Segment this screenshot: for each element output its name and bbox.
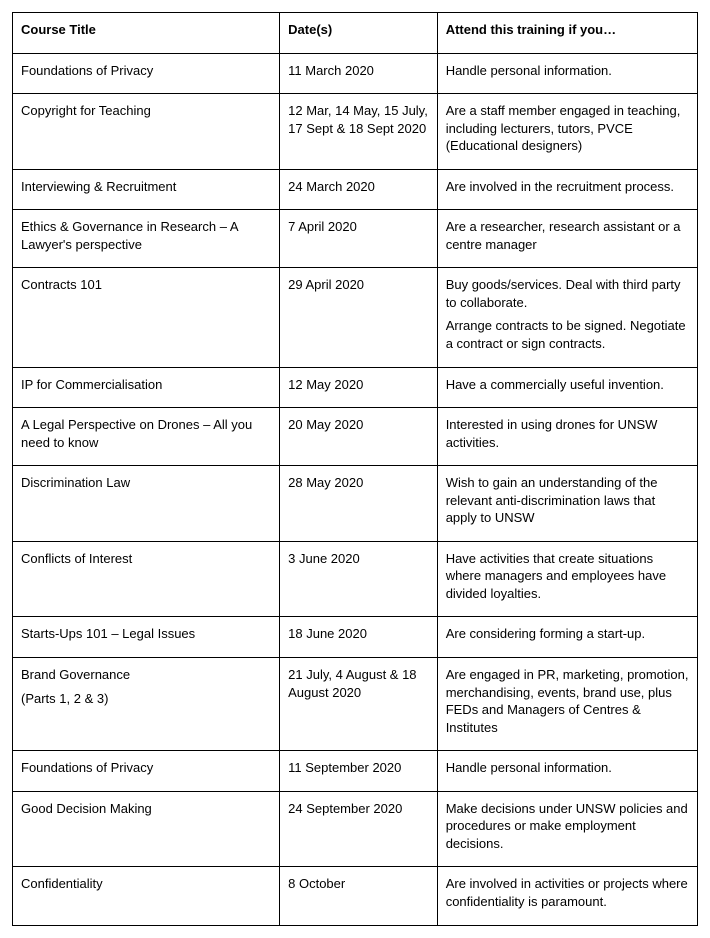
course-title-text: IP for Commercialisation bbox=[21, 376, 271, 394]
cell-dates: 20 May 2020 bbox=[280, 408, 438, 466]
table-row: Copyright for Teaching 12 Mar, 14 May, 15… bbox=[13, 94, 698, 170]
cell-dates: 8 October bbox=[280, 867, 438, 925]
cell-dates: 24 March 2020 bbox=[280, 169, 438, 210]
table-row: Brand Governance (Parts 1, 2 & 3) 21 July,… bbox=[13, 658, 698, 751]
table-row: Ethics & Governance in Research – A Lawy… bbox=[13, 210, 698, 268]
cell-attend: Have a commercially useful invention. bbox=[437, 367, 697, 408]
cell-course-title: Conflicts of Interest bbox=[13, 541, 280, 617]
table-row: Interviewing & Recruitment 24 March 2020 A… bbox=[13, 169, 698, 210]
cell-course-title: Contracts 101 bbox=[13, 268, 280, 367]
cell-attend: Are considering forming a start-up. bbox=[437, 617, 697, 658]
cell-dates: 11 September 2020 bbox=[280, 751, 438, 792]
course-title-text: A Legal Perspective on Drones – All you … bbox=[21, 416, 271, 451]
cell-dates: 18 June 2020 bbox=[280, 617, 438, 658]
attend-text: Are involved in activities or projects w… bbox=[446, 875, 689, 910]
cell-attend: Are engaged in PR, marketing, promotion,… bbox=[437, 658, 697, 751]
table-header-row: Course Title Date(s) Attend this trainin… bbox=[13, 13, 698, 54]
cell-attend: Are a researcher, research assistant or … bbox=[437, 210, 697, 268]
cell-dates: 3 June 2020 bbox=[280, 541, 438, 617]
header-course-title: Course Title bbox=[13, 13, 280, 54]
table-row: Foundations of Privacy 11 March 2020 Handl… bbox=[13, 53, 698, 94]
course-title-text: Brand Governance bbox=[21, 666, 271, 684]
table-body: Foundations of Privacy 11 March 2020 Handl… bbox=[13, 53, 698, 925]
attend-text: Are considering forming a start-up. bbox=[446, 625, 689, 643]
table-row: Conflicts of Interest 3 June 2020Have act… bbox=[13, 541, 698, 617]
cell-attend: Wish to gain an understanding of the rel… bbox=[437, 466, 697, 542]
course-title-text: Confidentiality bbox=[21, 875, 271, 893]
attend-text: Interested in using drones for UNSW acti… bbox=[446, 416, 689, 451]
table-row: A Legal Perspective on Drones – All you … bbox=[13, 408, 698, 466]
cell-dates: 28 May 2020 bbox=[280, 466, 438, 542]
attend-text: Wish to gain an understanding of the rel… bbox=[446, 474, 689, 527]
cell-attend: Have activities that create situations w… bbox=[437, 541, 697, 617]
course-title-text: Discrimination Law bbox=[21, 474, 271, 492]
cell-dates: 12 May 2020 bbox=[280, 367, 438, 408]
cell-dates: 7 April 2020 bbox=[280, 210, 438, 268]
table-row: Foundations of Privacy 11 September 2020 H… bbox=[13, 751, 698, 792]
table-row: Confidentiality 8 OctoberAre involved in … bbox=[13, 867, 698, 925]
attend-text: Handle personal information. bbox=[446, 759, 689, 777]
header-attend: Attend this training if you… bbox=[437, 13, 697, 54]
cell-dates: 29 April 2020 bbox=[280, 268, 438, 367]
cell-attend: Handle personal information. bbox=[437, 53, 697, 94]
attend-text: Are a staff member engaged in teaching, … bbox=[446, 102, 689, 155]
cell-course-title: Starts-Ups 101 – Legal Issues bbox=[13, 617, 280, 658]
attend-text: Are engaged in PR, marketing, promotion,… bbox=[446, 666, 689, 736]
attend-text: Make decisions under UNSW policies and p… bbox=[446, 800, 689, 853]
course-title-text: Foundations of Privacy bbox=[21, 759, 271, 777]
cell-dates: 24 September 2020 bbox=[280, 791, 438, 867]
cell-course-title: Interviewing & Recruitment bbox=[13, 169, 280, 210]
attend-text: Have activities that create situations w… bbox=[446, 550, 689, 603]
cell-attend: Interested in using drones for UNSW acti… bbox=[437, 408, 697, 466]
course-title-text: Conflicts of Interest bbox=[21, 550, 271, 568]
attend-text: Handle personal information. bbox=[446, 62, 689, 80]
course-title-text: (Parts 1, 2 & 3) bbox=[21, 690, 271, 708]
cell-attend: Are involved in the recruitment process. bbox=[437, 169, 697, 210]
attend-text: Are a researcher, research assistant or … bbox=[446, 218, 689, 253]
cell-course-title: IP for Commercialisation bbox=[13, 367, 280, 408]
course-title-text: Ethics & Governance in Research – A Lawy… bbox=[21, 218, 271, 253]
course-title-text: Good Decision Making bbox=[21, 800, 271, 818]
cell-course-title: Copyright for Teaching bbox=[13, 94, 280, 170]
cell-course-title: Ethics & Governance in Research – A Lawy… bbox=[13, 210, 280, 268]
cell-course-title: Good Decision Making bbox=[13, 791, 280, 867]
table-row: Contracts 101 29 April 2020Buy goods/serv… bbox=[13, 268, 698, 367]
course-title-text: Contracts 101 bbox=[21, 276, 271, 294]
cell-course-title: A Legal Perspective on Drones – All you … bbox=[13, 408, 280, 466]
cell-attend: Are involved in activities or projects w… bbox=[437, 867, 697, 925]
cell-course-title: Foundations of Privacy bbox=[13, 751, 280, 792]
table-row: Starts-Ups 101 – Legal Issues 18 June 202… bbox=[13, 617, 698, 658]
cell-attend: Buy goods/services. Deal with third part… bbox=[437, 268, 697, 367]
course-title-text: Interviewing & Recruitment bbox=[21, 178, 271, 196]
cell-course-title: Confidentiality bbox=[13, 867, 280, 925]
cell-dates: 21 July, 4 August & 18 August 2020 bbox=[280, 658, 438, 751]
table-row: Good Decision Making 24 September 2020Mak… bbox=[13, 791, 698, 867]
table-row: IP for Commercialisation 12 May 2020 Have … bbox=[13, 367, 698, 408]
attend-text: Buy goods/services. Deal with third part… bbox=[446, 276, 689, 311]
course-title-text: Starts-Ups 101 – Legal Issues bbox=[21, 625, 271, 643]
cell-course-title: Discrimination Law bbox=[13, 466, 280, 542]
table-row: Discrimination Law 28 May 2020Wish to gai… bbox=[13, 466, 698, 542]
attend-text: Have a commercially useful invention. bbox=[446, 376, 689, 394]
cell-attend: Handle personal information. bbox=[437, 751, 697, 792]
training-courses-table: Course Title Date(s) Attend this trainin… bbox=[12, 12, 698, 926]
course-title-text: Foundations of Privacy bbox=[21, 62, 271, 80]
cell-dates: 12 Mar, 14 May, 15 July, 17 Sept & 18 Se… bbox=[280, 94, 438, 170]
header-dates: Date(s) bbox=[280, 13, 438, 54]
cell-course-title: Brand Governance (Parts 1, 2 & 3) bbox=[13, 658, 280, 751]
cell-attend: Make decisions under UNSW policies and p… bbox=[437, 791, 697, 867]
attend-text: Arrange contracts to be signed. Negotiat… bbox=[446, 317, 689, 352]
course-title-text: Copyright for Teaching bbox=[21, 102, 271, 120]
cell-course-title: Foundations of Privacy bbox=[13, 53, 280, 94]
attend-text: Are involved in the recruitment process. bbox=[446, 178, 689, 196]
cell-dates: 11 March 2020 bbox=[280, 53, 438, 94]
cell-attend: Are a staff member engaged in teaching, … bbox=[437, 94, 697, 170]
